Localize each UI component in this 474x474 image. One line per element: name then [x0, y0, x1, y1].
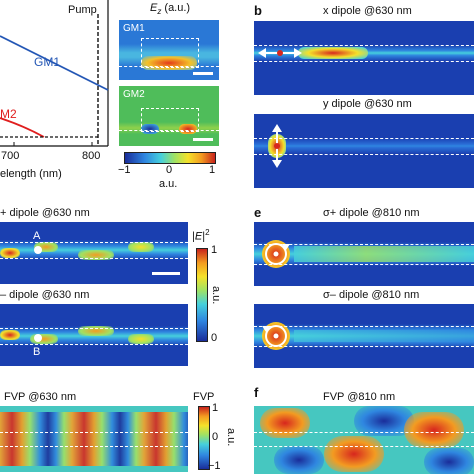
gm2-scale-bar [193, 138, 213, 141]
fvp-cbar-tick-mid: 0 [212, 431, 219, 443]
point-b-label: B [33, 346, 41, 358]
gm1-field-map: GM1 [119, 20, 219, 80]
gm2-waveguide-box [141, 108, 199, 132]
x-dipole-field-map [254, 21, 474, 95]
gm2-field-map: GM2 [119, 86, 219, 146]
fvp-cbar-tick-min: −1 [208, 460, 221, 472]
fvp-cbar-unit: a.u. [225, 428, 237, 447]
x-tick-label-800: 800 [82, 150, 101, 162]
panel-c-title: FVP @630 nm [4, 391, 77, 403]
panel-f-title: FVP @810 nm [323, 391, 396, 403]
panel-e-bottom-title: σ– dipole @810 nm [323, 289, 420, 301]
panel-e-letter: e [254, 205, 262, 220]
fvp-630-field-map [0, 406, 188, 472]
sigma-plus-810-field-map [254, 222, 474, 286]
gm1-waveguide-box [141, 38, 199, 68]
ez-cbar-tick-min: −1 [118, 164, 131, 176]
y-dipole-arrow-icon [272, 124, 282, 168]
pump-label: Pump [68, 4, 97, 16]
point-a-marker [34, 246, 42, 254]
intensity-cbar-tick-min: 0 [211, 332, 218, 344]
ez-cbar-unit: a.u. [159, 178, 178, 190]
fvp-colorbar [198, 406, 210, 470]
sigma-minus-630-field-map: B [0, 304, 188, 366]
ez-cbar-tick-max: 1 [209, 164, 216, 176]
fvp-810-field-map [254, 406, 474, 474]
panel-b-top-title: x dipole @630 nm [323, 5, 412, 17]
panel-d-top-title: + dipole @630 nm [0, 207, 90, 219]
gm1-scale-bar [193, 72, 213, 75]
point-b-marker [34, 334, 42, 342]
inset-title: Ez (a.u.) [150, 2, 191, 17]
panel-d-bottom-title: – dipole @630 nm [0, 289, 90, 301]
panel-d-cbar-title: |E|2 [192, 228, 210, 243]
gm1-label: GM1 [123, 23, 145, 34]
fvp-cbar-title: FVP [193, 391, 215, 403]
gm1-curve [0, 35, 109, 91]
x-dipole-arrow-icon [258, 48, 302, 58]
intensity-cbar-tick-max: 1 [211, 244, 218, 256]
sigma-minus-810-field-map [254, 304, 474, 368]
panel-b-bottom-title: y dipole @630 nm [323, 98, 412, 110]
gm2-label: GM2 [123, 89, 145, 100]
panel-b-letter: b [254, 3, 262, 18]
gm1-series-label: GM1 [34, 55, 61, 69]
dispersion-plot [0, 0, 109, 147]
intensity-colorbar [196, 248, 208, 342]
fvp-cbar-tick-max: 1 [212, 402, 219, 414]
gm2-curve [0, 117, 45, 138]
panel-d-scale-bar [152, 272, 180, 275]
circular-arrow-icon [265, 243, 290, 265]
ez-cbar-tick-mid: 0 [166, 164, 173, 176]
y-dipole-field-map [254, 114, 474, 188]
sigma-plus-630-field-map: A [0, 222, 188, 284]
point-a-label: A [33, 230, 41, 242]
panel-f-letter: f [254, 385, 259, 400]
panel-e-top-title: σ+ dipole @810 nm [323, 207, 420, 219]
intensity-cbar-unit: a.u. [210, 286, 222, 305]
x-axis-label: elength (nm) [0, 168, 62, 180]
ez-colorbar [124, 152, 216, 164]
gm2-series-label: M2 [0, 107, 17, 121]
x-tick-label-700: 700 [1, 150, 20, 162]
circular-arrow-icon [262, 325, 287, 347]
